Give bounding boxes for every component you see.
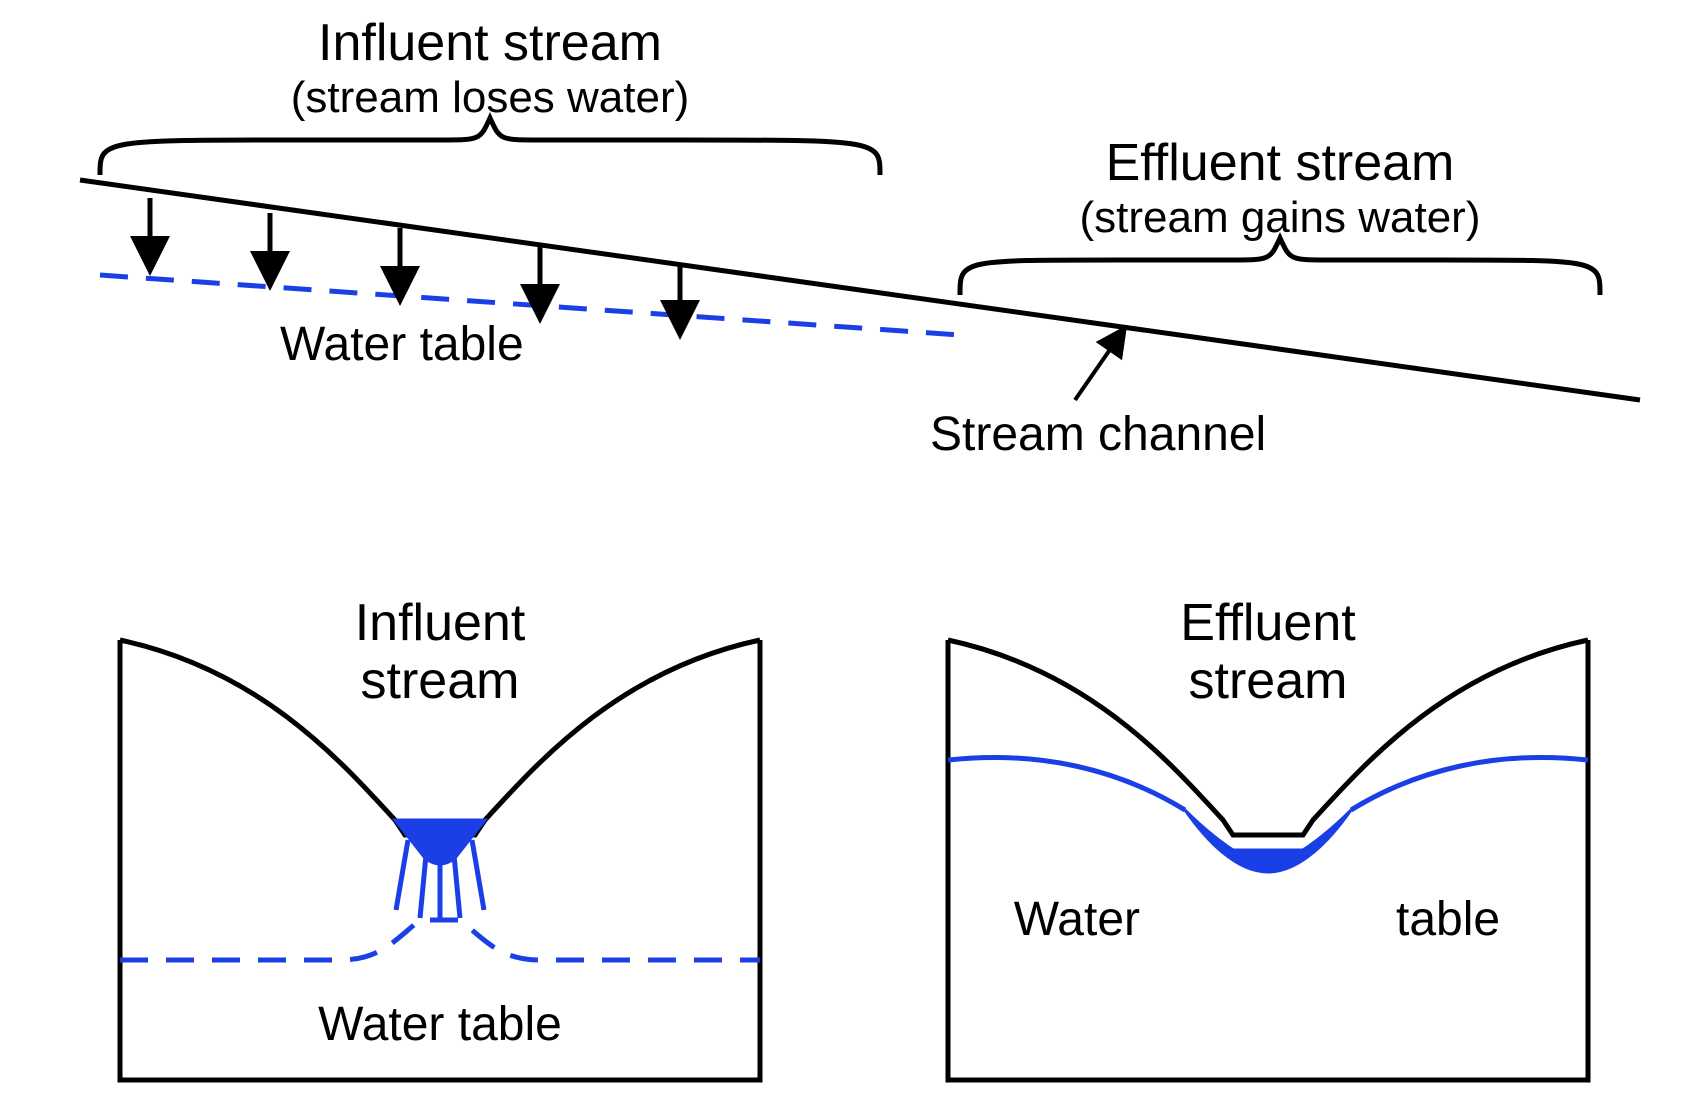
loss-arrows [150,198,680,320]
influent-water-table [120,920,760,960]
stream-diagram: Influent stream (stream loses water) Eff… [0,0,1707,1115]
influent-title: Influent stream [318,14,662,72]
influent-brace [100,118,880,175]
water-table-label-top: Water table [280,318,524,371]
stream-channel-label: Stream channel [930,408,1266,461]
stream-channel-pointer [1075,338,1118,400]
effluent-stream-water [1185,810,1351,872]
influent-cross-section: Influent stream Water table [120,594,760,1080]
effluent-brace [960,238,1600,295]
effluent-label-2: stream [1189,652,1348,710]
influent-top-group: Influent stream (stream loses water) [100,14,880,175]
influent-label-2: stream [361,652,520,710]
effluent-top-group: Effluent stream (stream gains water) [960,134,1600,295]
influent-label-1: Influent [355,594,526,652]
effluent-table-label: table [1396,893,1500,946]
effluent-cross-section: Effluent stream Water table [948,594,1588,1080]
effluent-title: Effluent stream [1106,134,1455,192]
stream-channel-label-group: Stream channel [930,338,1266,461]
effluent-water-table [948,757,1588,810]
effluent-water-label: Water [1014,893,1140,946]
effluent-label-1: Effluent [1180,594,1356,652]
influent-water-table-label: Water table [318,998,562,1051]
